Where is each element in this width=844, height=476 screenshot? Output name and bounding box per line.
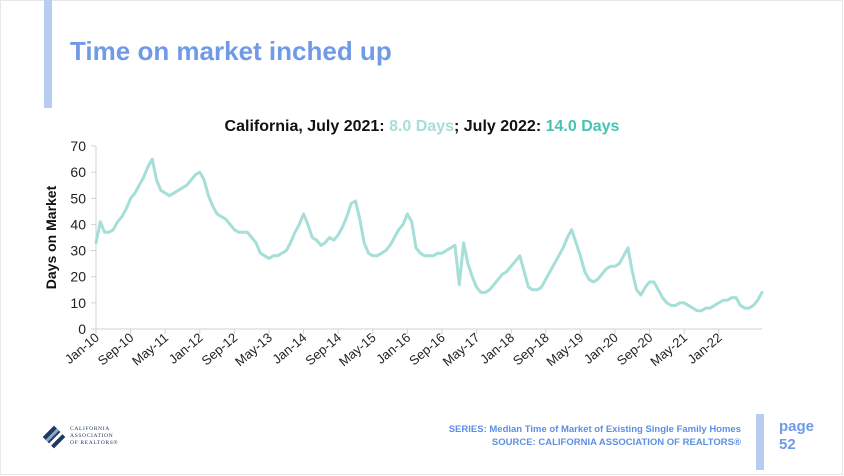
x-tick-label: May-11 — [129, 330, 171, 369]
footer-series: SERIES: Median Time of Market of Existin… — [448, 424, 741, 435]
title-accent-bar — [44, 0, 52, 108]
series-line — [94, 157, 764, 313]
x-tick-label: May-21 — [647, 330, 690, 369]
logo-line-3: OF REALTORS® — [70, 440, 119, 446]
subtitle-prefix: California, July 2021: — [224, 118, 390, 135]
page-accent-bar — [756, 414, 764, 470]
y-tick-label: 20 — [70, 269, 86, 285]
y-axis-title: Days on Market — [43, 185, 59, 289]
subtitle-value-2021: 8.0 Days — [389, 118, 454, 135]
x-tick-label: Sep-16 — [406, 330, 448, 368]
line-chart: 0 10 20 30 40 50 60 70 Days on Market Jan-10Sep-… — [43, 138, 764, 369]
x-tick-label: Sep-12 — [199, 330, 241, 368]
x-tick-label: May-13 — [232, 330, 275, 369]
x-tick-label: Sep-14 — [302, 330, 344, 368]
x-tick-label: Jan-16 — [373, 330, 413, 367]
car-logo-icon — [42, 425, 66, 449]
chart-subtitle: California, July 2021: 8.0 Days; July 20… — [0, 118, 844, 136]
x-tick-label: Sep-18 — [510, 330, 552, 368]
y-tick-label: 30 — [70, 243, 86, 259]
footer-note: SERIES: Median Time of Market of Existin… — [449, 423, 741, 449]
page-word: page — [779, 418, 815, 435]
x-axis: Jan-10Sep-10May-11Jan-12Sep-12May-13Jan-… — [62, 328, 762, 369]
y-tick-label: 60 — [70, 164, 86, 180]
y-tick-label: 50 — [70, 190, 86, 206]
x-tick-label: Jan-22 — [685, 330, 725, 367]
slide-title: Time on market inched up — [70, 36, 392, 66]
footer-source: SOURCE: CALIFORNIA ASSOCIATION OF REALTO… — [491, 437, 741, 448]
y-tick-label: 0 — [78, 321, 86, 337]
series-group — [94, 157, 764, 313]
y-tick-label: 70 — [70, 138, 86, 154]
x-tick-label: Sep-20 — [614, 330, 656, 368]
x-tick-label: Jan-12 — [166, 330, 206, 367]
y-tick-label: 40 — [70, 216, 86, 232]
y-axis: 0 10 20 30 40 50 60 70 Days on Market — [43, 138, 97, 337]
logo-line-1: CALIFORNIA — [70, 426, 110, 432]
x-tick-label: Sep-10 — [95, 330, 137, 368]
x-tick-label: Jan-14 — [269, 330, 309, 367]
y-tick-label: 10 — [70, 295, 86, 311]
subtitle-mid: ; July 2022: — [454, 118, 546, 135]
logo-line-2: ASSOCIATION — [70, 433, 114, 439]
x-tick-label: May-15 — [336, 330, 379, 369]
x-tick-label: Jan-20 — [581, 330, 621, 367]
page-number: 52 — [779, 436, 796, 453]
subtitle-value-2022: 14.0 Days — [545, 118, 620, 135]
x-tick-label: May-19 — [543, 330, 586, 369]
page-label: page 52 — [779, 418, 814, 454]
logo-text: CALIFORNIA ASSOCIATION OF REALTORS® — [70, 426, 118, 447]
x-tick-label: May-17 — [440, 330, 483, 369]
x-tick-label: Jan-18 — [477, 330, 517, 367]
